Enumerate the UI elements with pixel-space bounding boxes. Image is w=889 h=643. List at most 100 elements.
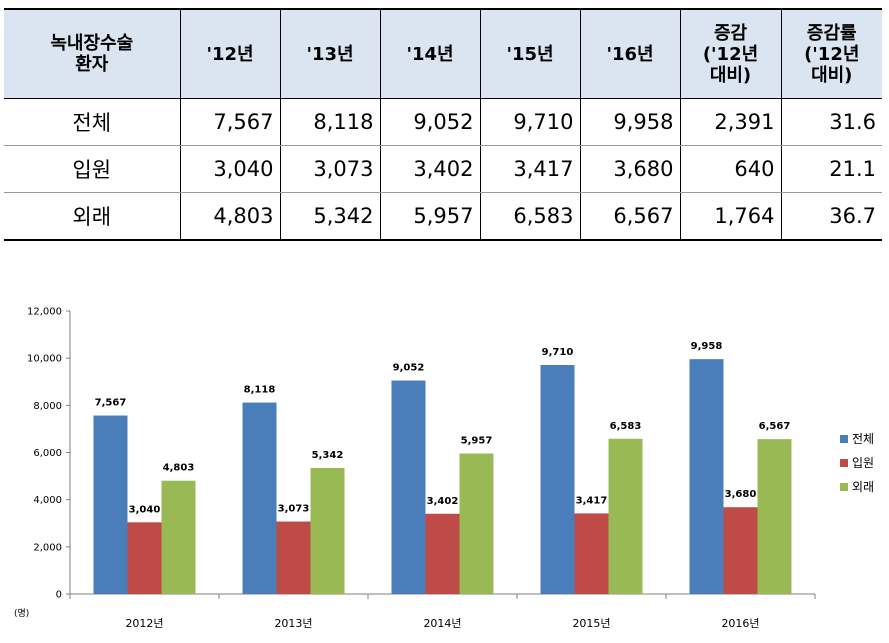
table-cell: 5,342 [279, 192, 381, 240]
bar-1-2 [425, 513, 460, 594]
unit-label: (명) [14, 608, 29, 619]
data-label: 6,583 [610, 421, 642, 432]
legend-label: 외래 [852, 480, 874, 494]
table-cell: 9,710 [479, 98, 581, 146]
table-cell: 3,040 [179, 145, 281, 193]
bar-chart: 0 2,000 4,000 6,000 8,000 10,000 12,000 2012년 20… [14, 307, 874, 631]
bar-0-2 [391, 380, 426, 594]
x-tick-label: 2016년 [721, 617, 759, 630]
legend-swatch [840, 435, 848, 443]
data-label: 3,073 [278, 504, 310, 515]
header-text: '15년 [506, 43, 554, 65]
bar-0-1 [242, 402, 277, 594]
data-label: 3,040 [129, 504, 161, 515]
table-header-cell: 증감률 ('12년 대비) [780, 9, 882, 99]
bar-2-2 [459, 453, 494, 594]
table-cell: 3,417 [479, 145, 581, 193]
data-label: 3,417 [576, 495, 608, 506]
bar-2-3 [608, 438, 643, 594]
data-label: 9,710 [542, 347, 574, 358]
y-tick-label: 6,000 [33, 448, 62, 459]
bar-2-1 [310, 468, 345, 594]
bar-0-3 [540, 365, 575, 594]
row-label: 외래 [4, 192, 181, 240]
header-text: 대비) [811, 64, 853, 86]
y-tick-label: 10,000 [27, 354, 62, 365]
data-label: 7,567 [95, 398, 127, 409]
header-text: 증감률 [806, 22, 857, 44]
table-header-cell: 증감 ('12년 대비) [679, 9, 782, 99]
data-label: 9,052 [393, 363, 425, 374]
header-text: '13년 [306, 43, 354, 65]
table-cell: 6,583 [479, 192, 581, 240]
data-label: 8,118 [244, 385, 276, 396]
legend-label: 전체 [852, 432, 874, 446]
row-label: 입원 [4, 145, 181, 193]
x-tick-label: 2013년 [274, 617, 312, 630]
header-text: 환자 [75, 54, 109, 75]
bar-0-4 [689, 359, 724, 594]
y-tick-label: 8,000 [33, 401, 62, 412]
table-cell: 8,118 [279, 98, 381, 146]
table-cell: 7,567 [179, 98, 281, 146]
table-cell: 1,764 [679, 192, 782, 240]
x-tick-label: 2015년 [572, 617, 610, 630]
header-text: '12년 [206, 43, 254, 65]
table-header-row: 녹내장수술 환자 '12년 '13년 '14년 '15년 '16년 증감 ('12년 대비) 증감률… [4, 9, 882, 99]
row-label: 전체 [4, 98, 181, 146]
bar-1-0 [127, 522, 162, 594]
bar-0-0 [93, 415, 128, 594]
table-cell: 4,803 [179, 192, 281, 240]
bar-1-1 [276, 521, 311, 594]
table-cell: 3,073 [279, 145, 381, 193]
header-text: 녹내장수술 [50, 33, 134, 54]
legend-swatch [840, 459, 848, 467]
table-row: 전체 7,567 8,118 9,052 9,710 9,958 2,391 31.6 [4, 98, 882, 146]
header-text: 증감 [713, 22, 748, 44]
table-header-cell: '12년 [179, 9, 281, 99]
data-label: 4,803 [163, 463, 195, 474]
data-label: 3,680 [725, 489, 757, 500]
table-header-cell: '15년 [479, 9, 581, 99]
header-text: ('12년 [702, 43, 759, 65]
data-label: 3,402 [427, 496, 459, 507]
x-tick-label: 2014년 [423, 617, 461, 630]
table-cell: 36.7 [780, 192, 882, 240]
y-tick-label: 4,000 [33, 495, 62, 506]
data-label: 9,958 [691, 341, 723, 352]
data-label: 5,342 [312, 450, 344, 461]
header-text: ('12년 [804, 43, 860, 65]
table-header-cell: 녹내장수술 환자 [4, 9, 181, 99]
x-tick-label: 2012년 [125, 617, 163, 630]
table-row: 입원 3,040 3,073 3,402 3,417 3,680 640 21.1 [4, 145, 882, 193]
table-cell: 9,958 [579, 98, 681, 146]
table-cell: 21.1 [780, 145, 882, 193]
table-cell: 6,567 [579, 192, 681, 240]
stats-table: 녹내장수술 환자 '12년 '13년 '14년 '15년 '16년 증감 ('12년 대비) 증감률… [4, 8, 882, 241]
table-cell: 5,957 [379, 192, 481, 240]
table-body: 전체 7,567 8,118 9,052 9,710 9,958 2,391 31.6 입원 3,… [4, 98, 882, 240]
table-cell: 2,391 [679, 98, 782, 146]
chart-bars: 7,567 8,118 9,052 9,710 9,958 3,040 3,073 3,402… [93, 341, 792, 594]
bar-2-0 [161, 480, 196, 594]
table-cell: 3,402 [379, 145, 481, 193]
header-text: '14년 [406, 43, 454, 65]
y-tick-label: 12,000 [27, 307, 62, 318]
y-tick-label: 0 [56, 590, 62, 601]
table-cell: 9,052 [379, 98, 481, 146]
bar-1-4 [723, 507, 758, 594]
data-label: 6,567 [759, 421, 791, 432]
table-header-cell: '14년 [379, 9, 481, 99]
data-label: 5,957 [461, 436, 493, 447]
table-header-cell: '13년 [279, 9, 381, 99]
table-row: 외래 4,803 5,342 5,957 6,583 6,567 1,764 36.7 [4, 192, 882, 240]
bar-1-3 [574, 513, 609, 594]
table-cell: 31.6 [780, 98, 882, 146]
table-cell: 640 [679, 145, 782, 193]
header-text: 대비) [709, 64, 752, 86]
y-tick-label: 2,000 [33, 542, 62, 553]
header-text: '16년 [606, 43, 654, 65]
table-header-cell: '16년 [579, 9, 681, 99]
bar-2-4 [757, 439, 792, 594]
